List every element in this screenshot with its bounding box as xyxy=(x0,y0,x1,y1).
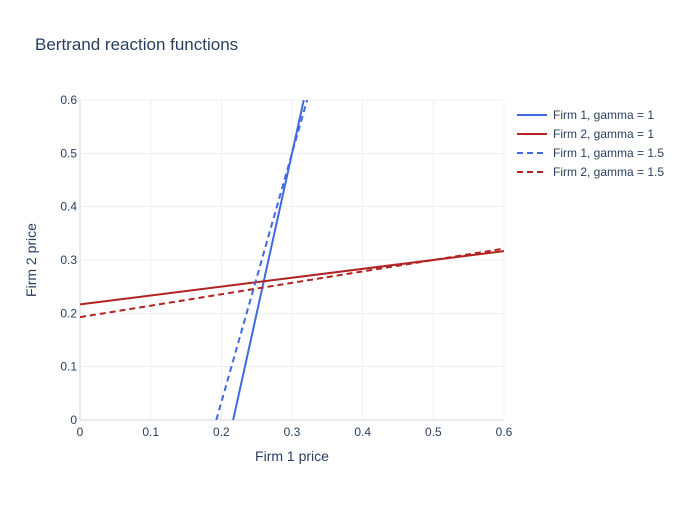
x-tick-label: 0.2 xyxy=(213,425,230,439)
series-group xyxy=(80,100,504,420)
y-tick-label: 0.4 xyxy=(60,200,77,214)
legend-item[interactable]: Firm 1, gamma = 1.5 xyxy=(517,146,664,160)
legend-label: Firm 1, gamma = 1 xyxy=(553,108,654,122)
x-tick-label: 0.3 xyxy=(284,425,301,439)
chart-title: Bertrand reaction functions xyxy=(35,35,238,54)
legend-item[interactable]: Firm 2, gamma = 1.5 xyxy=(517,165,664,179)
y-tick-label: 0.3 xyxy=(60,253,77,267)
x-axis-title: Firm 1 price xyxy=(255,448,329,464)
y-tick-label: 0.1 xyxy=(60,360,77,374)
y-tick-label: 0.2 xyxy=(60,306,77,320)
y-tick-label: 0.5 xyxy=(60,146,77,160)
y-axis-title: Firm 2 price xyxy=(23,223,39,297)
plot-area: 0 0.1 0.2 0.3 0.4 0.5 0.6 0 0.1 0.2 0.3 0.4 0.5 0.6 xyxy=(60,93,512,439)
x-tick-label: 0.6 xyxy=(496,425,513,439)
series-line-1 xyxy=(232,100,305,420)
series-line-4 xyxy=(80,247,504,319)
x-tick-label: 0.5 xyxy=(425,425,442,439)
x-tick-label: 0.1 xyxy=(142,425,159,439)
x-tick-label: 0.4 xyxy=(354,425,371,439)
x-tick-label: 0 xyxy=(77,425,84,439)
legend[interactable]: Firm 1, gamma = 1 Firm 2, gamma = 1 Firm 1… xyxy=(517,108,664,179)
series-line-2 xyxy=(80,250,504,306)
legend-item[interactable]: Firm 2, gamma = 1 xyxy=(517,127,654,141)
legend-label: Firm 1, gamma = 1.5 xyxy=(553,146,664,160)
y-tick-label: 0.6 xyxy=(60,93,77,107)
legend-label: Firm 2, gamma = 1.5 xyxy=(553,165,664,179)
legend-label: Firm 2, gamma = 1 xyxy=(553,127,654,141)
series-line-3 xyxy=(215,100,309,420)
legend-item[interactable]: Firm 1, gamma = 1 xyxy=(517,108,654,122)
y-tick-label: 0 xyxy=(70,413,77,427)
